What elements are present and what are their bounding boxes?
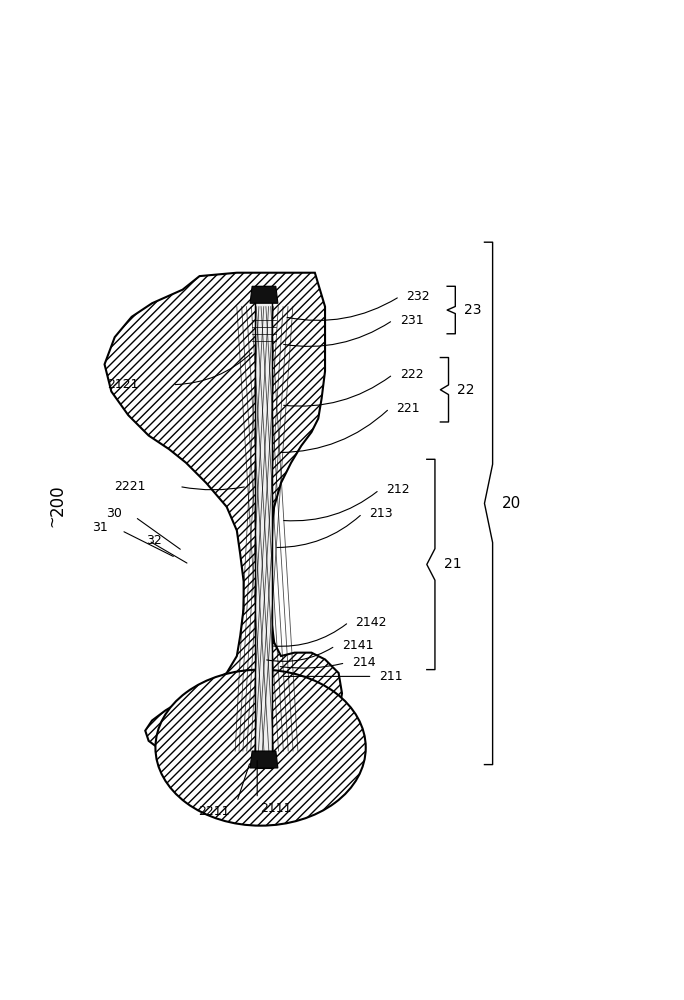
Text: 200: 200 [49,484,67,516]
Text: 211: 211 [380,670,403,683]
Text: 20: 20 [501,496,521,511]
Text: 213: 213 [369,507,393,520]
Text: 2142: 2142 [356,616,387,629]
Text: 2141: 2141 [342,639,373,652]
Text: 21: 21 [444,557,462,571]
Text: 231: 231 [399,314,423,327]
Text: 222: 222 [399,368,423,381]
Polygon shape [250,751,278,768]
Text: 2221: 2221 [114,480,145,493]
Text: ~: ~ [44,514,59,527]
Text: 32: 32 [146,534,162,547]
Text: 212: 212 [386,483,410,496]
Polygon shape [256,286,272,768]
Polygon shape [105,273,342,771]
Text: 2111: 2111 [261,802,292,815]
Text: 22: 22 [458,383,475,397]
Text: 31: 31 [92,521,108,534]
Text: 232: 232 [406,290,430,303]
Text: 214: 214 [352,656,376,669]
Polygon shape [250,286,278,303]
Text: 23: 23 [464,303,482,317]
Text: 2121: 2121 [107,378,138,391]
Text: 30: 30 [105,507,122,520]
Text: 221: 221 [396,402,420,415]
Text: 2211: 2211 [198,805,230,818]
Ellipse shape [155,670,366,826]
